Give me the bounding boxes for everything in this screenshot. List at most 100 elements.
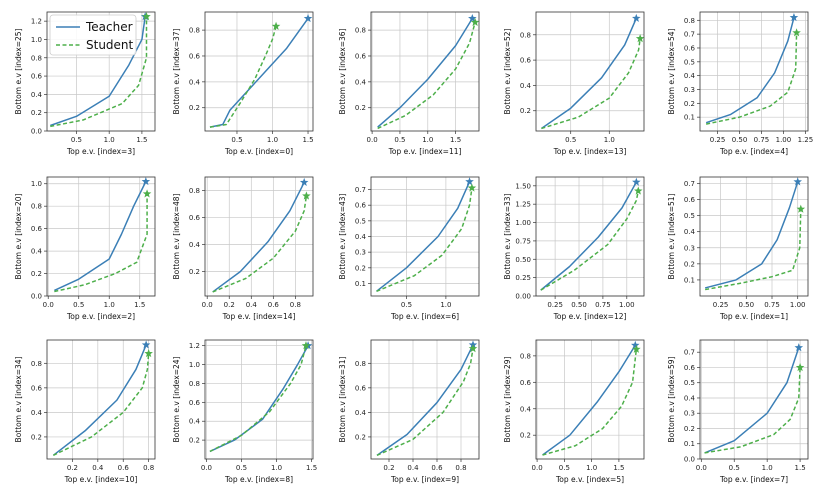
x-tick-label: 0.5: [559, 464, 570, 472]
x-tick-label: 1.5: [795, 464, 806, 472]
y-tick-label: 0.2: [31, 433, 42, 441]
student-end-star: [633, 186, 643, 195]
x-tick-label: 0.0: [202, 301, 213, 309]
x-tick-label: 1.00: [790, 301, 806, 309]
student-end-star: [467, 183, 477, 192]
y-tick-label: 0.7: [684, 31, 695, 39]
x-tick-label: 0.6: [118, 464, 130, 472]
student-line: [212, 195, 308, 293]
y-axis-label: Bottom e.v [index=54]: [667, 28, 676, 114]
x-tick-label: 0.50: [571, 301, 587, 309]
y-axis-label: Bottom e.v [index=51]: [667, 193, 676, 279]
teacher-line: [705, 17, 795, 124]
y-tick-label: 0.4: [355, 233, 367, 241]
y-tick-label: 1.2: [189, 342, 200, 350]
y-tick-label: 0.6: [31, 225, 43, 233]
teacher-line: [540, 181, 638, 291]
y-tick-label: 0.6: [520, 379, 532, 387]
x-tick-label: 1.5: [450, 136, 461, 144]
x-tick-label: 1.5: [134, 301, 145, 309]
teacher-line: [209, 345, 309, 453]
x-tick-label: 0.6: [268, 301, 280, 309]
x-tick-label: 0.25: [713, 301, 729, 309]
student-line: [50, 16, 148, 128]
y-tick-label: 0.1: [684, 114, 695, 122]
subplot-13: 0.2 0.4 0.6 0.8 0.2 0.4 0.6 0.8 Top e.v. [index=…: [338, 339, 480, 484]
x-tick-label: 0.0: [43, 301, 54, 309]
x-tick-label: 0.4: [92, 464, 104, 472]
teacher-line: [704, 181, 799, 289]
subplot-4: 0.5 1.0 0.2 0.4 0.6 0.8 Top e.v. [index=13] Bot…: [503, 11, 645, 156]
teacher-end-star: [303, 13, 313, 23]
subplot-7: 0.0 0.2 0.4 0.6 0.8 0.2 0.4 0.6 0.8 Top e.v. [ind…: [172, 176, 314, 321]
axes-frame: [204, 339, 314, 460]
student-end-star: [468, 344, 478, 353]
student-line: [209, 345, 307, 453]
x-tick-label: 0.2: [67, 464, 78, 472]
teacher-line: [542, 344, 636, 456]
y-tick-label: 1.50: [515, 182, 531, 190]
y-tick-label: 0.4: [189, 418, 201, 426]
y-tick-label: 0.6: [189, 52, 201, 60]
teacher-end-star: [630, 340, 640, 349]
y-axis-label: Bottom e.v [index=37]: [172, 28, 181, 114]
student-line: [705, 32, 798, 125]
y-tick-label: 0.8: [355, 27, 366, 35]
x-tick-label: 0.0: [696, 464, 707, 472]
y-tick-label: 0.4: [684, 72, 696, 80]
x-tick-label: 0.25: [547, 301, 563, 309]
x-axis-label: Top e.v. [index=6]: [390, 312, 459, 321]
y-tick-label: 0.8: [520, 352, 531, 360]
y-tick-label: 0.8: [520, 31, 531, 39]
x-tick-label: 0.6: [431, 464, 443, 472]
x-tick-label: 1.0: [104, 301, 115, 309]
axes-frame: [699, 339, 809, 460]
y-tick-label: 0.4: [520, 405, 532, 413]
y-tick-label: 0.8: [189, 380, 200, 388]
teacher-end-star: [299, 177, 309, 187]
teacher-end-star: [465, 177, 474, 186]
teacher-line: [50, 16, 146, 127]
subplot-12: 0.0 0.5 1.0 1.5 0.2 0.4 0.6 0.8 1.0 1.2 Top e.v. […: [172, 339, 317, 484]
axes-frame: [699, 176, 809, 297]
y-tick-label: 0.2: [684, 260, 695, 268]
y-axis-label: Bottom e.v [index=29]: [503, 356, 512, 442]
x-tick-label: 0.5: [401, 301, 412, 309]
y-tick-label: 0.1: [355, 280, 366, 288]
y-tick-label: 0.2: [520, 432, 531, 440]
subplot-3: 0.0 0.5 1.0 1.5 0.2 0.4 0.6 0.8 Top e.v. [index=…: [338, 11, 480, 156]
y-tick-label: 0.8: [355, 360, 366, 368]
subplot-5: 0.25 0.50 0.75 1.00 1.25 0.1 0.2 0.3 0.4 0.5 0.6 0.…: [667, 11, 813, 156]
subplot-15: 0.0 0.5 1.0 1.5 0.0 0.1 0.2 0.3 0.4 0.5 0.6 0.7 Top …: [667, 339, 809, 484]
y-tick-label: 0.8: [189, 27, 200, 35]
student-line: [53, 353, 150, 456]
x-axis-label: Top e.v. [index=10]: [64, 475, 138, 484]
student-end-star: [470, 17, 480, 26]
student-line: [377, 22, 476, 130]
x-tick-label: 0.8: [455, 464, 466, 472]
x-tick-label: 1.5: [306, 464, 317, 472]
y-tick-label: 0.5: [684, 379, 695, 387]
student-end-star: [795, 362, 805, 372]
y-tick-label: 0.4: [355, 78, 367, 86]
x-axis-label: Top e.v. [index=12]: [553, 312, 627, 321]
y-tick-label: 0.7: [684, 349, 695, 357]
legend-student-label: Student: [86, 38, 134, 52]
axes-frame: [46, 176, 156, 297]
x-tick-label: 0.50: [732, 136, 748, 144]
subplot-8: 0.5 1.0 0.1 0.2 0.3 0.4 0.5 0.6 0.7 Top e.v. [ind…: [338, 176, 480, 321]
y-tick-label: 0.2: [684, 425, 695, 433]
legend: Teacher Student: [49, 14, 137, 56]
y-tick-label: 0.3: [684, 86, 695, 94]
y-tick-label: 0.5: [684, 212, 695, 220]
y-tick-label: 0.6: [684, 364, 696, 372]
y-tick-label: 0.2: [684, 100, 695, 108]
y-tick-label: 0.2: [355, 433, 366, 441]
axes-frame: [204, 11, 314, 132]
x-axis-label: Top e.v. [index=14]: [222, 312, 296, 321]
x-tick-label: 0.4: [407, 464, 419, 472]
teacher-end-star: [141, 176, 151, 186]
student-end-star: [792, 28, 801, 37]
y-tick-label: 0.7: [355, 186, 366, 194]
axes-frame: [370, 176, 480, 297]
